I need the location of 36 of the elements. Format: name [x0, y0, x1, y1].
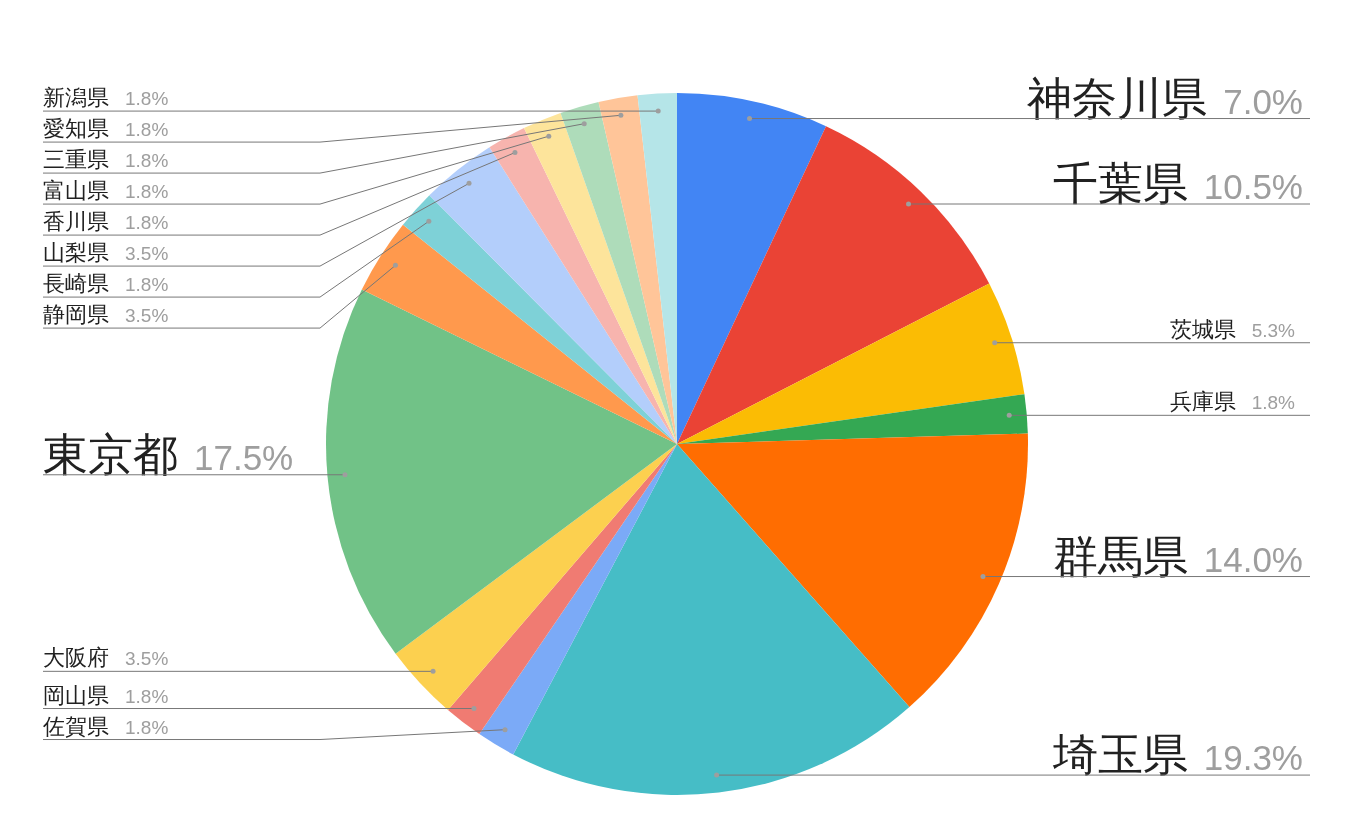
- slice-label: 静岡県: [43, 302, 109, 328]
- data-label: 1.8%: [125, 685, 169, 707]
- slice-label: 三重県: [43, 147, 109, 173]
- slice-label: 富山県: [43, 178, 109, 204]
- data-label: 5.3%: [1251, 319, 1295, 341]
- data-label: 1.8%: [1251, 392, 1295, 414]
- data-label: 17.5%: [194, 437, 294, 477]
- slice-label: 大阪府: [43, 645, 109, 671]
- data-label: 3.5%: [125, 305, 169, 327]
- data-label: 14.0%: [1203, 539, 1303, 579]
- data-label: 10.5%: [1203, 167, 1303, 206]
- slice-label: 神奈川県: [1027, 72, 1208, 124]
- slice-label: 群馬県: [1052, 530, 1188, 582]
- data-label: 1.8%: [125, 88, 169, 110]
- slice-label: 千葉県: [1052, 158, 1188, 209]
- data-label: 3.5%: [125, 648, 169, 670]
- slice-label: 埼玉県: [1052, 729, 1188, 781]
- slice-label: 佐賀県: [43, 713, 109, 739]
- slice-label: 愛知県: [43, 116, 109, 142]
- data-label: 1.8%: [125, 274, 169, 296]
- data-label: 3.5%: [125, 243, 169, 265]
- data-label: 7.0%: [1223, 81, 1303, 121]
- data-label: 1.8%: [125, 181, 169, 203]
- slice-label: 新潟県: [43, 85, 109, 111]
- data-label: 1.8%: [125, 212, 169, 234]
- data-label: 1.8%: [125, 716, 169, 738]
- slice-label: 長崎県: [43, 271, 109, 297]
- slice-label: 茨城県: [1169, 316, 1236, 342]
- data-label: 1.8%: [125, 150, 169, 172]
- data-label: 1.8%: [125, 119, 169, 141]
- slice-label: 東京都: [43, 428, 178, 480]
- slice-label: 香川県: [43, 209, 109, 235]
- data-label: 19.3%: [1203, 738, 1303, 778]
- slice-label: 兵庫県: [1169, 389, 1236, 415]
- slice-label: 山梨県: [43, 240, 109, 266]
- slice-label: 岡山県: [43, 682, 109, 708]
